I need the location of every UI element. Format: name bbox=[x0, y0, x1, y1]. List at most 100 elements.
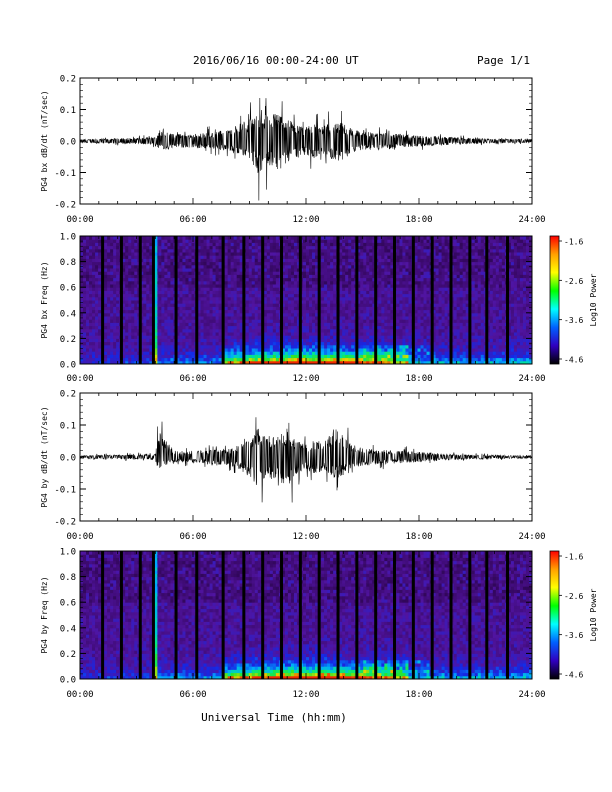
spectrogram-cell bbox=[330, 268, 334, 272]
spectrogram-cell bbox=[405, 255, 409, 259]
spectrogram-cell bbox=[182, 264, 186, 269]
spectrogram-cell bbox=[134, 360, 138, 365]
spectrogram-cell bbox=[125, 300, 129, 304]
spectrogram-cell bbox=[432, 338, 437, 343]
spectrogram-cell bbox=[360, 248, 364, 253]
spectrogram-cell bbox=[125, 344, 129, 349]
spectrogram-cell bbox=[176, 284, 180, 288]
spectrogram-cell bbox=[309, 277, 313, 282]
spectrogram-cell bbox=[432, 344, 437, 349]
spectrogram-cell bbox=[438, 271, 443, 275]
spectrogram-cell bbox=[185, 242, 189, 247]
spectrogram-cell bbox=[333, 354, 337, 359]
spectrogram-cell bbox=[369, 277, 373, 282]
spectrogram-cell bbox=[164, 328, 168, 333]
spectrogram-cell bbox=[245, 335, 250, 339]
spectrogram-cell bbox=[296, 328, 301, 333]
spectrogram-cell bbox=[164, 274, 168, 279]
spectrogram-cell bbox=[444, 242, 449, 247]
spectrogram-cell bbox=[83, 264, 87, 269]
spectrogram-cell bbox=[399, 255, 403, 259]
spectrogram-cell bbox=[287, 300, 292, 304]
spectrogram-cell bbox=[83, 328, 87, 333]
spectrogram-cell bbox=[366, 242, 370, 247]
spectrogram-cell bbox=[339, 309, 343, 314]
spectrogram-cell bbox=[134, 274, 138, 279]
spectrogram-cell bbox=[327, 236, 331, 240]
spectrogram-cell bbox=[227, 309, 232, 314]
spectrogram-cell bbox=[86, 293, 90, 298]
spectrogram-cell bbox=[330, 300, 334, 304]
spectrogram-cell bbox=[170, 261, 174, 266]
spectrogram-cell bbox=[233, 277, 238, 282]
spectrogram-cell bbox=[98, 344, 102, 349]
spectrogram-cell bbox=[342, 293, 346, 298]
spectrogram-cell bbox=[290, 357, 295, 362]
spectrogram-cell bbox=[134, 264, 138, 269]
spectrogram-cell bbox=[167, 332, 171, 336]
spectrogram-cell bbox=[333, 309, 337, 314]
spectrogram-cell bbox=[182, 351, 186, 355]
spectrogram-cell bbox=[98, 309, 102, 314]
spectrogram-cell bbox=[257, 287, 262, 291]
spectrogram-cell bbox=[113, 351, 117, 355]
spectrogram-cell bbox=[149, 277, 153, 282]
spectrogram-cell bbox=[89, 268, 93, 272]
spectrogram-cell bbox=[92, 338, 96, 343]
spectrogram-cell bbox=[146, 280, 150, 285]
spectrogram-cell bbox=[209, 268, 214, 272]
spectrogram-cell bbox=[257, 303, 262, 307]
spectrogram-cell bbox=[435, 258, 440, 263]
spectrogram-cell bbox=[345, 319, 349, 323]
spectrogram-cell bbox=[444, 277, 449, 282]
spectrogram-cell bbox=[170, 284, 174, 288]
spectrogram-cell bbox=[179, 277, 183, 282]
spectrogram-cell bbox=[83, 284, 87, 288]
spectrogram-cell bbox=[357, 236, 361, 240]
spectrogram-cell bbox=[113, 322, 117, 327]
spectrogram-cell bbox=[131, 351, 135, 355]
spectrogram-cell bbox=[438, 335, 443, 339]
spectrogram-cell bbox=[263, 322, 268, 327]
spectrogram-cell bbox=[381, 306, 385, 311]
spectrogram-cell bbox=[266, 274, 271, 279]
spectrogram-cell bbox=[245, 341, 250, 346]
spectrogram-cell bbox=[339, 357, 343, 362]
spectrogram-cell bbox=[387, 274, 391, 279]
spectrogram-cell bbox=[438, 328, 443, 333]
spectrogram-cell bbox=[272, 261, 277, 266]
spectrogram-cell bbox=[143, 316, 147, 320]
spectrogram-cell bbox=[188, 338, 192, 343]
spectrogram-cell bbox=[339, 300, 343, 304]
spectrogram-cell bbox=[128, 306, 132, 311]
spectrogram-cell bbox=[309, 258, 313, 263]
spectrogram-cell bbox=[188, 268, 192, 272]
spectrogram-cell bbox=[230, 239, 235, 243]
spectrogram-cell bbox=[290, 274, 295, 279]
spectrogram-cell bbox=[161, 306, 165, 311]
spectrogram-cell bbox=[98, 312, 102, 317]
spectrogram-cell bbox=[321, 354, 325, 359]
spectrogram-cell bbox=[257, 236, 262, 240]
spectrogram-cell bbox=[405, 351, 409, 355]
spectrogram-cell bbox=[405, 360, 409, 365]
spectrogram-cell bbox=[128, 322, 132, 327]
spectrogram-cell bbox=[384, 293, 388, 298]
spectrogram-cell bbox=[281, 316, 286, 320]
spectrogram-cell bbox=[342, 319, 346, 323]
spectrogram-cell bbox=[345, 287, 349, 291]
spectrogram-cell bbox=[348, 284, 352, 288]
spectrogram-cell bbox=[191, 293, 195, 298]
spectrogram-cell bbox=[149, 274, 153, 279]
spectrogram-cell bbox=[131, 252, 135, 256]
spectrogram-cell bbox=[351, 319, 355, 323]
spectrogram-cell bbox=[351, 258, 355, 263]
spectrogram-cell bbox=[224, 287, 229, 291]
spectrogram-cell bbox=[426, 306, 431, 311]
spectrogram-cell bbox=[281, 306, 286, 311]
spectrogram-cell bbox=[122, 338, 126, 343]
spectrogram-cell bbox=[405, 300, 409, 304]
spectrogram-cell bbox=[444, 248, 449, 253]
spectrogram-cell bbox=[110, 348, 114, 352]
spectrogram-cell bbox=[158, 328, 162, 333]
